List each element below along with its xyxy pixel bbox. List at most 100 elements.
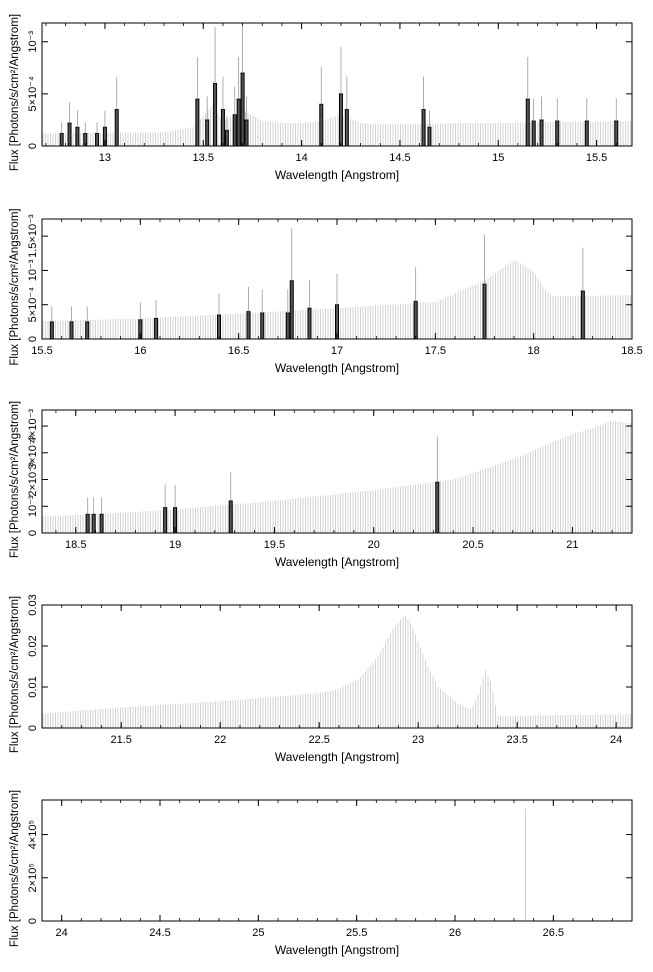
x-tick-label: 24 bbox=[56, 927, 68, 939]
panel-4: 21.5 22 22.5 23 23.5 24 0 0.01 0.02 0.03 Wavelengt… bbox=[9, 594, 633, 764]
data-bar bbox=[525, 98, 530, 147]
y-tick-label: 2×10⁻³ bbox=[27, 462, 39, 497]
x-tick-label: 13.5 bbox=[193, 152, 214, 164]
data-bar bbox=[99, 513, 104, 534]
model-spectrum bbox=[42, 420, 631, 533]
x-tick-label: 18.5 bbox=[621, 345, 642, 357]
axes-frame bbox=[41, 409, 633, 534]
x-tick-label: 23 bbox=[412, 734, 424, 746]
data-bar bbox=[95, 132, 100, 147]
data-bar bbox=[217, 314, 221, 340]
x-tick-label: 19.5 bbox=[264, 539, 285, 551]
data-bar bbox=[163, 507, 168, 534]
data-bar bbox=[228, 500, 233, 534]
y-tick-label: 10⁻³ bbox=[27, 31, 39, 53]
x-tick-label: 15 bbox=[492, 152, 504, 164]
y-tick-label: 0.02 bbox=[27, 635, 39, 656]
y-tick-label: 2×10⁵ bbox=[27, 863, 39, 892]
x-axis-label: Wavelength [Angstrom] bbox=[275, 943, 399, 957]
panel-5: 24 24.5 25 25.5 26 26.5 0 2×10⁵ 4×10⁵ Wavelength … bbox=[9, 790, 633, 957]
data-bar bbox=[584, 120, 589, 147]
data-bar bbox=[435, 481, 440, 534]
model-spectrum bbox=[42, 616, 631, 728]
data-bar bbox=[154, 317, 159, 340]
axes-frame bbox=[41, 799, 633, 922]
data-bar bbox=[85, 321, 90, 340]
y-tick-label: 0 bbox=[27, 918, 39, 924]
data-bar bbox=[114, 109, 119, 147]
y-tick-label: 10⁻³ bbox=[27, 259, 39, 281]
x-tick-label: 26 bbox=[449, 927, 461, 939]
data-bar bbox=[580, 290, 585, 340]
y-tick-label: 5×10⁻⁴ bbox=[27, 287, 39, 323]
x-tick-label: 18 bbox=[528, 345, 540, 357]
panel-1: 13 13.5 14 14.5 15 15.5 0 5×10⁻⁴ 10⁻³ Wavelength … bbox=[9, 14, 633, 182]
data-bar bbox=[69, 321, 74, 340]
y-tick-label: 0 bbox=[27, 336, 39, 342]
x-tick-label: 24 bbox=[610, 734, 622, 746]
data-bar bbox=[338, 93, 343, 147]
data-bar bbox=[260, 312, 265, 340]
data-bar bbox=[421, 109, 426, 147]
y-tick-label: 3×10⁻³ bbox=[27, 435, 39, 470]
x-tick-label: 15.5 bbox=[586, 152, 607, 164]
data-bar bbox=[224, 129, 229, 147]
y-axis-label: Flux [Photons/s/cm²/Angstrom] bbox=[9, 401, 21, 558]
data-bar bbox=[75, 126, 80, 147]
x-tick-label: 19 bbox=[169, 539, 181, 551]
x-tick-label: 25.5 bbox=[346, 927, 367, 939]
x-tick-label: 21 bbox=[566, 539, 578, 551]
x-tick-label: 15.5 bbox=[31, 345, 52, 357]
data-bins bbox=[85, 436, 440, 534]
x-tick-label: 17.5 bbox=[425, 345, 446, 357]
data-bar bbox=[285, 312, 290, 340]
data-bar bbox=[246, 311, 251, 340]
x-tick-label: 21.5 bbox=[110, 734, 131, 746]
data-bar bbox=[85, 513, 90, 534]
y-tick-label: 0 bbox=[27, 143, 39, 149]
data-bins bbox=[49, 228, 585, 340]
data-bar bbox=[413, 300, 418, 340]
data-bar bbox=[531, 120, 536, 147]
data-bar bbox=[244, 119, 249, 147]
data-bar bbox=[427, 126, 432, 147]
data-bar bbox=[482, 283, 487, 340]
x-tick-label: 16 bbox=[134, 345, 146, 357]
x-tick-label: 24.5 bbox=[149, 927, 170, 939]
x-tick-label: 22 bbox=[214, 734, 226, 746]
panel-2: 15.5 16 16.5 17 17.5 18 18.5 0 5×10⁻⁴ 10⁻³1.5×10⁻… bbox=[9, 208, 643, 375]
y-tick-label: 0 bbox=[27, 725, 39, 731]
x-tick-label: 25 bbox=[252, 927, 264, 939]
axes-frame bbox=[41, 604, 633, 729]
y-axis-label: Flux [Photons/s/cm²/Angstrom] bbox=[9, 14, 21, 171]
data-bar bbox=[67, 122, 72, 147]
x-tick-label: 20 bbox=[368, 539, 380, 551]
x-tick-label: 22.5 bbox=[308, 734, 329, 746]
data-bar bbox=[240, 72, 245, 147]
y-axis-label: Flux [Photons/s/cm²/Angstrom] bbox=[9, 596, 21, 753]
data-bar bbox=[539, 119, 544, 147]
x-axis-label: Wavelength [Angstrom] bbox=[275, 168, 399, 182]
y-axis-label: Flux [Photons/s/cm²/Angstrom] bbox=[9, 790, 21, 947]
data-bar bbox=[205, 119, 210, 147]
panel-3: 18.5 19 19.5 20 20.5 21 0 10⁻³2×10⁻³3×10⁻³4×10⁻… bbox=[9, 401, 633, 569]
x-axis-label: Wavelength [Angstrom] bbox=[275, 555, 399, 569]
data-bar bbox=[307, 307, 312, 340]
x-tick-label: 26.5 bbox=[543, 927, 564, 939]
data-bar bbox=[195, 98, 200, 147]
y-tick-label: 1.5×10⁻³ bbox=[27, 214, 39, 258]
y-tick-label: 4×10⁻³ bbox=[27, 409, 39, 444]
x-tick-label: 23.5 bbox=[506, 734, 527, 746]
data-bar bbox=[236, 98, 241, 147]
x-tick-label: 14 bbox=[295, 152, 307, 164]
y-tick-label: 5×10⁻⁴ bbox=[27, 76, 39, 112]
data-bar bbox=[59, 132, 64, 147]
x-tick-label: 14.5 bbox=[389, 152, 410, 164]
x-tick-label: 20.5 bbox=[462, 539, 483, 551]
data-bar bbox=[344, 109, 349, 147]
y-tick-label: 0.03 bbox=[27, 594, 39, 615]
data-bins bbox=[59, 23, 619, 147]
data-bar bbox=[220, 109, 225, 147]
y-tick-label: 0 bbox=[27, 530, 39, 536]
